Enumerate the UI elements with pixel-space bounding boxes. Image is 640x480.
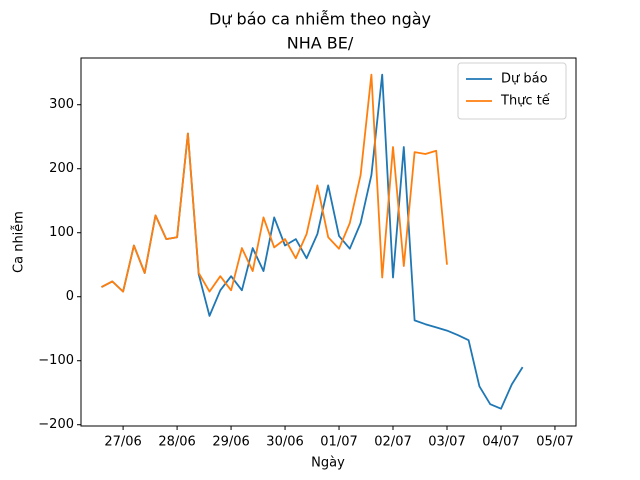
legend-box [457,62,567,120]
y-tick-label: 200 [49,161,74,176]
x-tick-label: 03/07 [428,435,465,450]
legend-label: Dự báo [501,72,548,87]
y-tick-label: 100 [49,225,74,240]
chart-title: Dự báo ca nhiễm theo ngày [209,10,431,29]
y-tick-label: −100 [38,353,74,368]
x-tick-label: 01/07 [320,435,357,450]
legend-label: Thực tế [500,94,550,109]
x-axis-label: Ngày [311,456,345,471]
x-tick-label: 27/06 [104,435,141,450]
y-axis-label: Ca nhiễm [12,211,27,273]
x-tick-label: 28/06 [158,435,195,450]
x-tick-label: 05/07 [536,435,573,450]
x-tick-label: 29/06 [212,435,249,450]
data-line [101,73,448,293]
y-tick-label: 300 [49,97,74,112]
data-line [101,73,524,410]
x-tick-label: 02/07 [374,435,411,450]
y-tick-label: 0 [66,289,74,304]
y-tick-label: −200 [38,417,74,432]
x-tick-label: 30/06 [266,435,303,450]
x-tick-label: 04/07 [482,435,519,450]
plot-frame [80,57,577,427]
chart-subtitle: NHA BE/ [287,34,354,53]
